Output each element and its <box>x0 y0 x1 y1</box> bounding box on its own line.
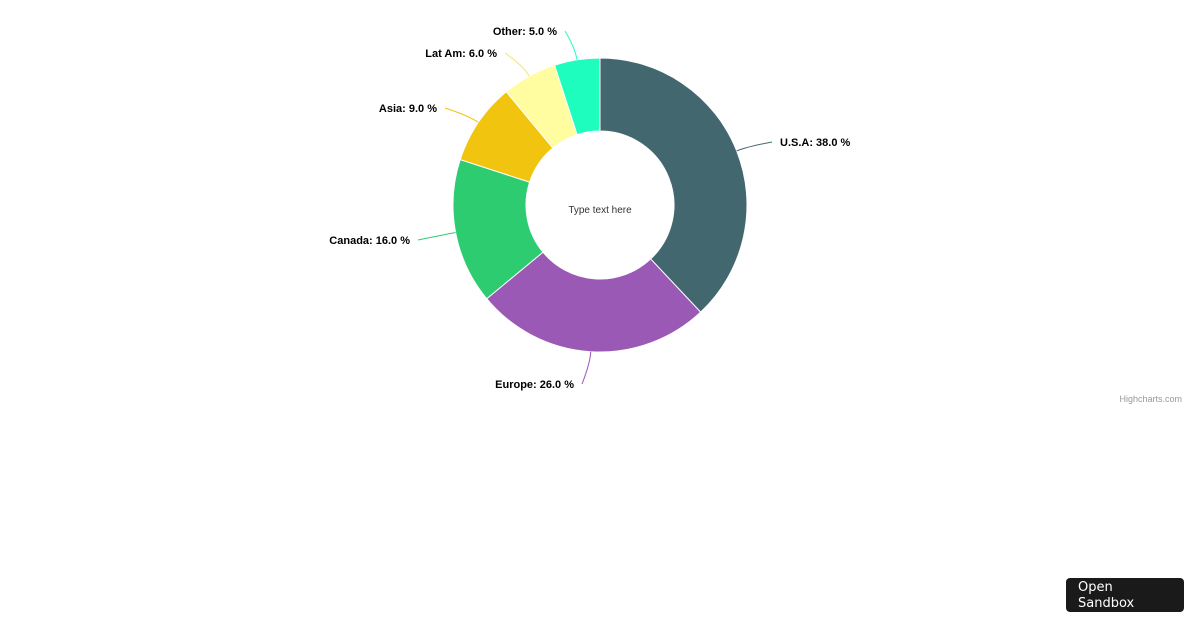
connector-asia <box>444 107 479 123</box>
slice-u-s-a[interactable] <box>599 57 748 313</box>
slice-europe[interactable] <box>486 251 702 353</box>
connector-europe <box>581 351 592 385</box>
label-connectors <box>417 30 773 385</box>
data-label-other: Other: 5.0 % <box>493 26 557 38</box>
data-label-lat-am: Lat Am: 6.0 % <box>425 48 497 60</box>
connector-u-s-a <box>736 141 773 152</box>
data-labels: U.S.A: 38.0 % Europe: 26.0 % Canada: 16.0 … <box>329 26 850 391</box>
highcharts-credits-link[interactable]: Highcharts.com <box>1119 394 1182 404</box>
connector-canada <box>417 232 456 241</box>
center-text[interactable]: Type text here <box>568 205 632 216</box>
chart-canvas: U.S.A: 38.0 % Europe: 26.0 % Canada: 16.0 … <box>329 26 850 391</box>
donut-slices <box>452 57 748 353</box>
open-sandbox-button[interactable]: Open Sandbox <box>1066 578 1184 612</box>
data-label-canada: Canada: 16.0 % <box>329 235 410 247</box>
slice-other[interactable] <box>553 57 601 136</box>
data-label-europe: Europe: 26.0 % <box>495 379 574 391</box>
data-label-u-s-a: U.S.A: 38.0 % <box>780 137 851 149</box>
connector-lat-am <box>504 52 530 77</box>
donut-chart: U.S.A: 38.0 % Europe: 26.0 % Canada: 16.0 … <box>329 26 850 391</box>
connector-other <box>564 30 578 60</box>
data-label-asia: Asia: 9.0 % <box>379 103 437 115</box>
